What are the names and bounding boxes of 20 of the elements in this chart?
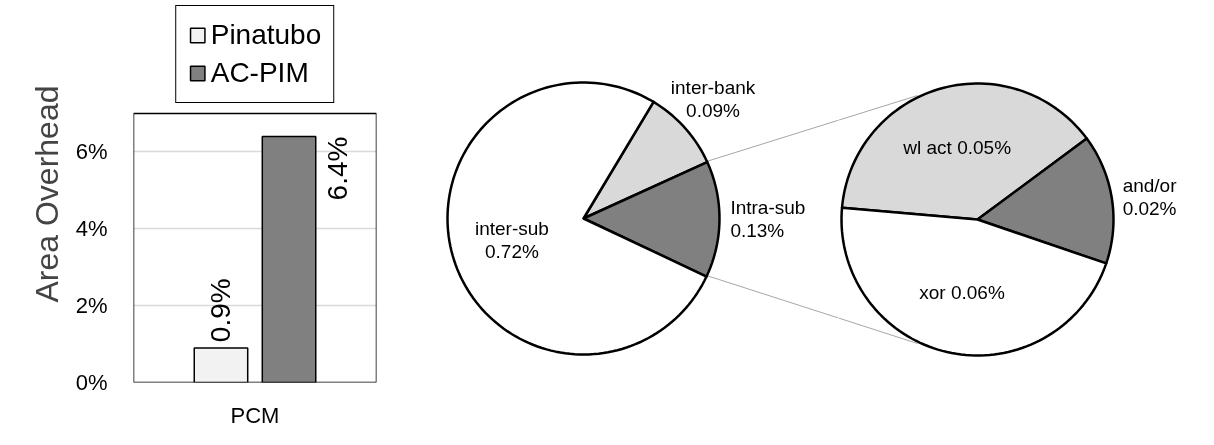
data-label: 0.72%: [484, 241, 539, 263]
y-axis-title: Area Overhead: [28, 85, 65, 303]
x-tick-label: PCM: [230, 402, 280, 428]
y-tick-label: 4%: [75, 216, 108, 242]
slice-label: inter-sub: [474, 218, 549, 240]
data-label: 0.09%: [686, 99, 741, 121]
slice-label: xor 0.06%: [919, 282, 1005, 304]
data-label: 0.02%: [1122, 197, 1177, 219]
legend-label: AC-PIM: [210, 56, 309, 90]
data-label: 0.13%: [730, 220, 785, 242]
legend-label: Pinatubo: [210, 18, 322, 52]
slice-label: Intra-sub: [730, 197, 806, 219]
data-label: 6.4%: [322, 136, 354, 201]
slice-label: inter-bank: [670, 76, 756, 98]
y-tick-label: 0%: [75, 370, 108, 395]
y-tick-label: 2%: [75, 293, 108, 319]
slice-label: wl act 0.05%: [902, 137, 1012, 159]
data-label: 0.9%: [205, 278, 237, 343]
slice-label: and/or: [1122, 174, 1178, 196]
y-tick-label: 6%: [75, 139, 108, 165]
